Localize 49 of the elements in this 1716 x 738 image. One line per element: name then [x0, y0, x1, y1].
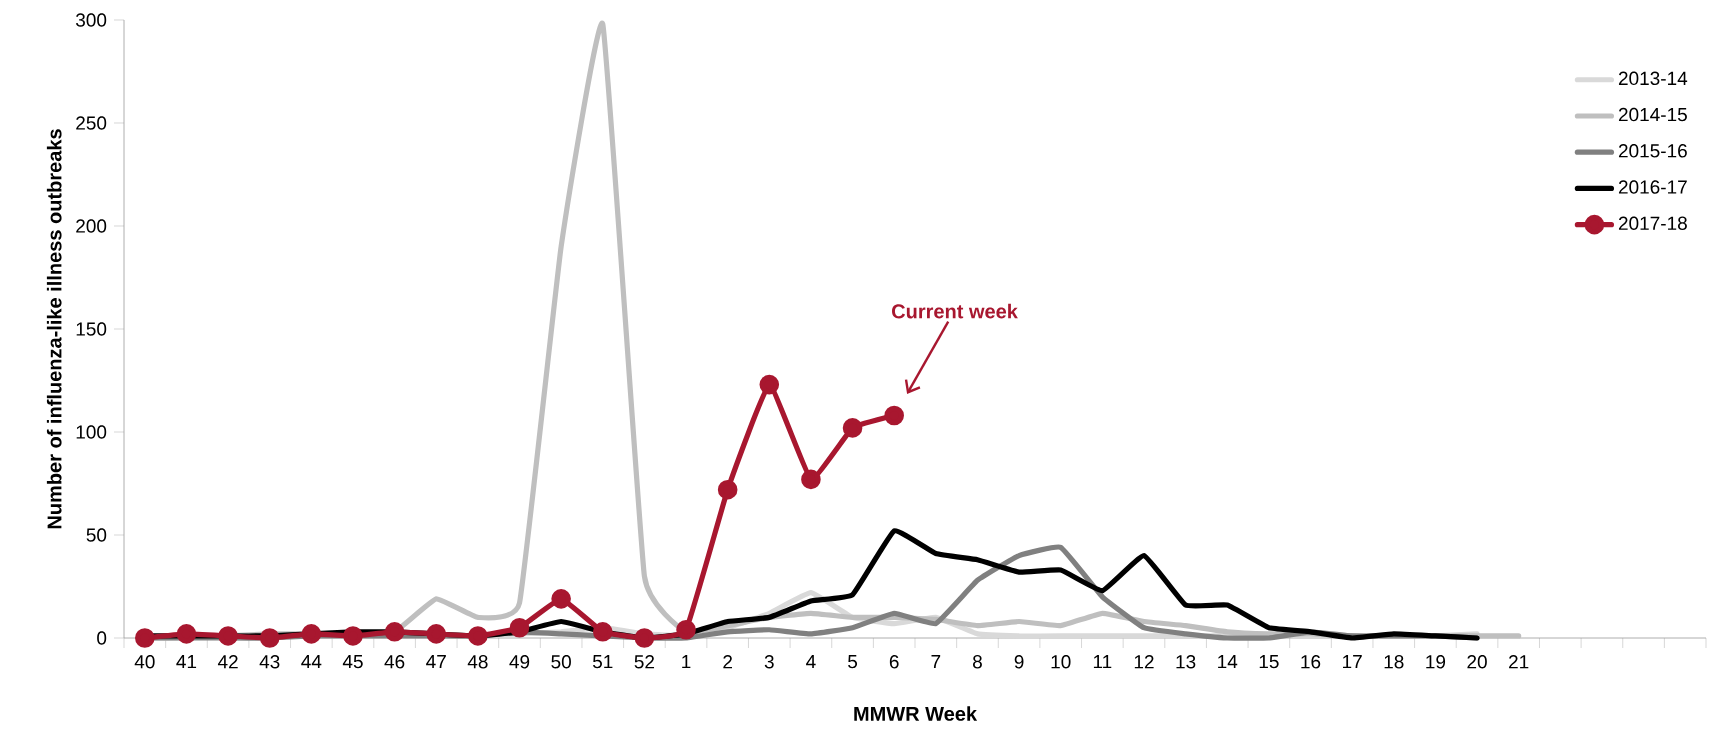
legend-label: 2016-17 [1618, 180, 1687, 194]
x-tick-label: 19 [1426, 655, 1446, 669]
x-tick-label: 51 [592, 655, 613, 669]
x-tick-label: 44 [301, 655, 322, 669]
x-tick-label: 5 [848, 655, 858, 669]
legend-label: 2013-14 [1618, 71, 1688, 86]
x-tick-label: 14 [1218, 655, 1238, 669]
x-tick-label: 4 [806, 655, 816, 669]
y-tick-label: 100 [76, 425, 107, 439]
x-tick-label: 7 [931, 655, 941, 669]
x-tick-label: 52 [634, 655, 655, 669]
x-tick-label: 50 [551, 655, 571, 669]
annotation: Current week [892, 303, 1018, 319]
x-tick-label: 8 [972, 655, 982, 669]
x-tick-label: 2 [723, 655, 733, 669]
x-tick-label: 41 [176, 655, 197, 669]
x-tick-label: 3 [764, 655, 774, 669]
x-tick-label: 40 [134, 655, 155, 669]
x-tick-label: 46 [384, 655, 405, 669]
y-tick-label: 50 [86, 528, 107, 542]
x-tick-label: 21 [1509, 655, 1529, 669]
x-tick-label: 47 [426, 655, 446, 669]
x-tick-label: 43 [259, 655, 280, 669]
x-tick-label: 45 [342, 655, 363, 669]
x-tick-label: 49 [509, 655, 530, 669]
x-tick-label: 48 [467, 655, 488, 669]
x-tick-label: 15 [1259, 655, 1279, 669]
x-tick-label: 16 [1301, 655, 1321, 669]
x-tick-label: 12 [1134, 655, 1154, 669]
legend-label: 2017-18 [1618, 216, 1687, 230]
x-axis-title: MMWR Week [854, 706, 978, 721]
legend-label: 2015-16 [1618, 144, 1687, 158]
y-tick-label: 0 [97, 631, 107, 645]
x-tick-label: 13 [1176, 655, 1196, 669]
x-tick-label: 1 [682, 655, 691, 669]
x-tick-label: 42 [217, 655, 238, 669]
x-tick-label: 20 [1467, 655, 1487, 669]
x-tick-label: 17 [1343, 655, 1362, 669]
x-tick-label: 6 [889, 655, 899, 669]
x-tick-label: 18 [1384, 655, 1404, 669]
y-tick-label: 150 [76, 322, 107, 336]
y-tick-label: 250 [76, 116, 107, 130]
x-tick-label: 9 [1014, 655, 1024, 669]
y-axis-title: Number of influenza-like illness outbreaks [46, 129, 62, 529]
x-tick-label: 11 [1093, 655, 1112, 669]
y-tick-label: 200 [76, 219, 107, 233]
legend-label: 2014-15 [1618, 107, 1687, 122]
y-tick-label: 300 [75, 13, 107, 27]
x-tick-label: 10 [1051, 655, 1071, 669]
